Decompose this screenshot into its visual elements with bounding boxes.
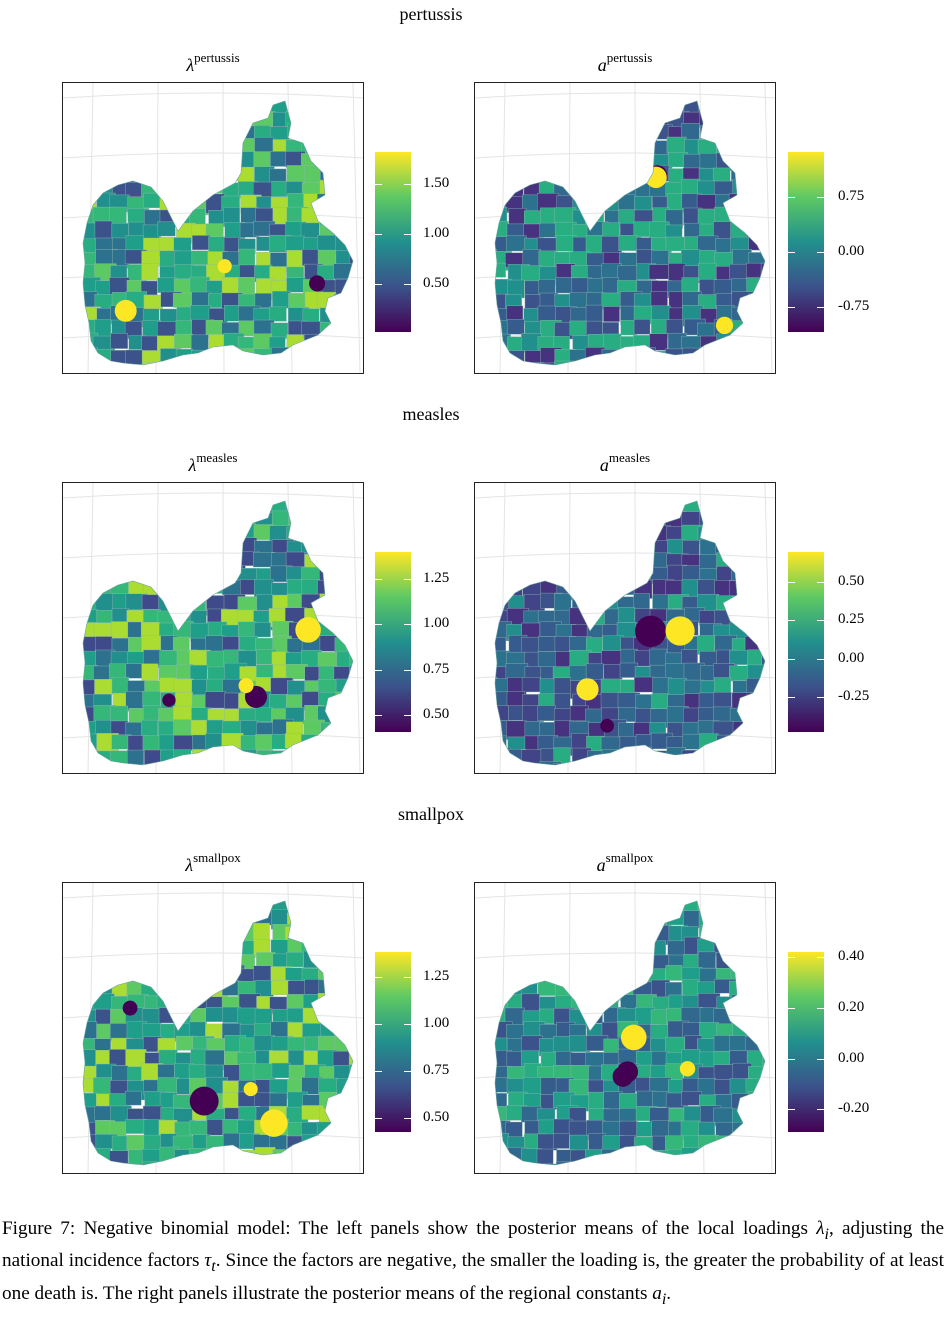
- colorbar-tick-mark: [375, 1071, 382, 1072]
- colorbar-lambda-measles: [375, 552, 411, 732]
- colorbar-tick-mark: [375, 1024, 382, 1025]
- map-graphic: [63, 83, 363, 373]
- tick-label: 0.00: [838, 1050, 865, 1066]
- colorbar-tick-mark: [788, 1059, 795, 1060]
- colorbar-tick-mark: [817, 697, 824, 698]
- panel-title-lambda-smallpox: λsmallpox: [185, 850, 241, 875]
- tick-label: 1.25: [423, 968, 450, 984]
- tick-label: 0.00: [838, 650, 865, 666]
- colorbar-tick-mark: [817, 1059, 824, 1060]
- map-lambda-smallpox: [62, 882, 364, 1174]
- colorbar-tick-mark: [817, 620, 824, 621]
- tick-label: 1.00: [423, 615, 450, 631]
- colorbar-tick-mark: [375, 670, 382, 671]
- panel-title-lambda-measles: λmeasles: [188, 450, 238, 475]
- tick-label: 1.50: [423, 175, 450, 191]
- tick-label: -0.75: [838, 298, 870, 314]
- section-title-smallpox: smallpox: [398, 804, 464, 824]
- tick-label: 0.50: [423, 706, 450, 722]
- panel-title-lambda-pertussis: λpertussis: [186, 50, 240, 75]
- colorbar-tick-mark: [817, 307, 824, 308]
- tick-label: 0.75: [423, 661, 450, 677]
- colorbar-tick-mark: [817, 252, 824, 253]
- section-title-measles: measles: [402, 404, 460, 424]
- colorbar-tick-mark: [788, 659, 795, 660]
- colorbar-lambda-pertussis: [375, 152, 411, 332]
- map-lambda-pertussis: [62, 82, 364, 374]
- panel-title-a-smallpox: asmallpox: [596, 850, 654, 875]
- colorbar-tick-mark: [817, 197, 824, 198]
- colorbar-tick-mark: [375, 184, 382, 185]
- colorbar-tick-mark: [375, 977, 382, 978]
- tick-label: 0.50: [423, 275, 450, 291]
- colorbar-tick-mark: [404, 234, 411, 235]
- map-graphic: [63, 883, 363, 1173]
- colorbar-tick-mark: [404, 1024, 411, 1025]
- colorbar-tick-mark: [788, 197, 795, 198]
- tick-label: 0.40: [838, 948, 865, 964]
- figure-caption: Figure 7: Negative binomial model: The l…: [2, 1218, 944, 1308]
- colorbar-tick-mark: [817, 1109, 824, 1110]
- colorbar-tick-mark: [817, 957, 824, 958]
- colorbar-tick-mark: [788, 1109, 795, 1110]
- tick-label: 0.50: [423, 1109, 450, 1125]
- tick-label: 1.25: [423, 570, 450, 586]
- tick-label: 0.20: [838, 999, 865, 1015]
- map-graphic: [475, 483, 775, 773]
- tick-label: -0.25: [838, 688, 870, 704]
- colorbar-tick-mark: [817, 1008, 824, 1009]
- colorbar-tick-mark: [375, 1118, 382, 1119]
- colorbar-tick-mark: [404, 184, 411, 185]
- colorbar-tick-mark: [817, 659, 824, 660]
- tick-label: 0.25: [838, 611, 865, 627]
- colorbar-tick-mark: [375, 284, 382, 285]
- colorbar-tick-mark: [788, 957, 795, 958]
- panel-title-a-pertussis: apertussis: [597, 50, 653, 75]
- colorbar-tick-mark: [375, 715, 382, 716]
- tick-label: 0.50: [838, 573, 865, 589]
- tick-label: 0.00: [838, 243, 865, 259]
- colorbar-a-pertussis: [788, 152, 824, 332]
- colorbar-tick-mark: [404, 670, 411, 671]
- section-title-pertussis: pertussis: [399, 4, 463, 24]
- colorbar-tick-mark: [375, 624, 382, 625]
- map-lambda-measles: [62, 482, 364, 774]
- colorbar-a-smallpox: [788, 952, 824, 1132]
- colorbar-tick-mark: [375, 234, 382, 235]
- map-a-smallpox: [474, 882, 776, 1174]
- colorbar-tick-mark: [788, 582, 795, 583]
- colorbar-tick-mark: [404, 1118, 411, 1119]
- tick-label: 1.00: [423, 1015, 450, 1031]
- colorbar-tick-mark: [404, 624, 411, 625]
- colorbar-tick-mark: [788, 307, 795, 308]
- colorbar-lambda-smallpox: [375, 952, 411, 1132]
- colorbar-tick-mark: [404, 977, 411, 978]
- colorbar-tick-mark: [375, 579, 382, 580]
- tick-label: 1.00: [423, 225, 450, 241]
- colorbar-tick-mark: [404, 284, 411, 285]
- map-a-measles: [474, 482, 776, 774]
- colorbar-tick-mark: [788, 252, 795, 253]
- colorbar-a-measles: [788, 552, 824, 732]
- map-graphic: [475, 83, 775, 373]
- colorbar-tick-mark: [788, 620, 795, 621]
- tick-label: 0.75: [838, 188, 865, 204]
- colorbar-tick-mark: [817, 582, 824, 583]
- map-graphic: [475, 883, 775, 1173]
- tick-label: -0.20: [838, 1100, 870, 1116]
- colorbar-tick-mark: [788, 697, 795, 698]
- colorbar-tick-mark: [404, 579, 411, 580]
- colorbar-tick-mark: [404, 715, 411, 716]
- map-a-pertussis: [474, 82, 776, 374]
- tick-label: 0.75: [423, 1062, 450, 1078]
- panel-title-a-measles: ameasles: [599, 450, 651, 475]
- colorbar-tick-mark: [404, 1071, 411, 1072]
- map-graphic: [63, 483, 363, 773]
- colorbar-tick-mark: [788, 1008, 795, 1009]
